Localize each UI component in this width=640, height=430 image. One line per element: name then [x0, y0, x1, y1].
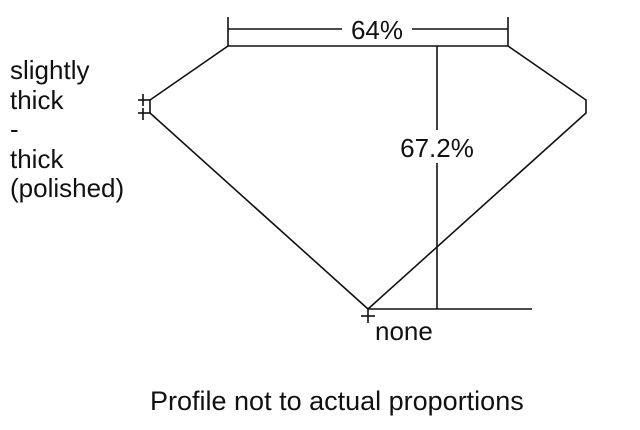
gem-outline: [149, 45, 587, 311]
girdle-label-line: slightly: [10, 55, 90, 85]
girdle-label-line: -: [10, 114, 19, 144]
girdle-label: slightly thick - thick (polished): [10, 55, 125, 204]
culet-label: none: [375, 316, 433, 346]
girdle-label-line: thick: [10, 143, 64, 174]
girdle-label-line: (polished): [10, 173, 125, 203]
girdle-label-line: thick: [10, 84, 64, 115]
depth-percent-label: 67.2%: [400, 133, 474, 163]
proportions-note: Profile not to actual proportions: [150, 386, 524, 416]
table-percent-label: 64%: [351, 15, 403, 45]
